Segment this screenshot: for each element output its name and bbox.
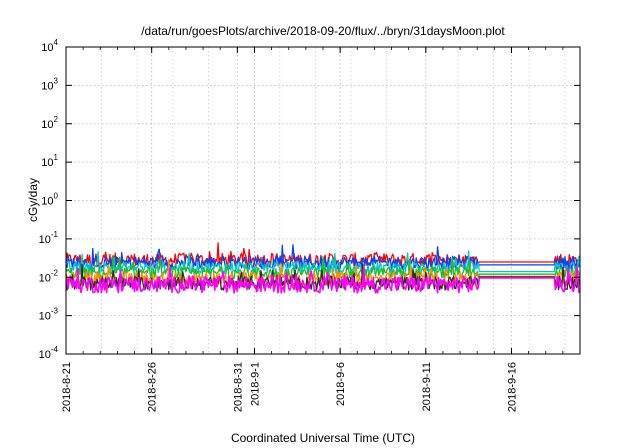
y-tick-label: 101	[41, 153, 58, 169]
y-tick-exponent: -2	[51, 268, 59, 277]
y-axis-label: cGy/day	[26, 178, 40, 222]
x-tick-label: 2018-9-6	[335, 362, 347, 406]
y-tick-base: 10	[41, 157, 53, 169]
y-tick-exponent: 2	[54, 115, 59, 124]
series-lines	[65, 242, 581, 294]
y-tick-exponent: -3	[51, 307, 59, 316]
y-tick-base: 10	[39, 234, 51, 246]
y-tick-exponent: 0	[54, 192, 59, 201]
series-line-7	[65, 265, 580, 294]
y-tick-label: 102	[41, 115, 58, 131]
y-tick-base: 10	[39, 311, 51, 323]
x-tick-label: 2018-8-31	[232, 362, 244, 412]
x-tick-label: 2018-9-16	[506, 362, 518, 412]
y-tick-exponent: -1	[51, 230, 59, 239]
y-tick-label: 10-3	[39, 307, 59, 323]
y-tick-base: 10	[41, 119, 53, 131]
chart-title: /data/run/goesPlots/archive/2018-09-20/f…	[141, 24, 505, 38]
tick-marks	[65, 46, 581, 355]
y-tick-label: 104	[41, 38, 58, 54]
y-tick-base: 10	[41, 42, 53, 54]
x-tick-label: 2018-8-26	[147, 362, 159, 412]
y-tick-label: 10-2	[39, 268, 59, 284]
y-tick-exponent: -4	[51, 345, 59, 354]
y-tick-exponent: 4	[54, 38, 59, 47]
y-tick-base: 10	[41, 80, 53, 92]
y-tick-exponent: 3	[54, 76, 59, 85]
x-tick-label: 2018-9-11	[421, 362, 433, 411]
y-tick-label: 100	[41, 192, 58, 208]
series-line-4	[65, 254, 581, 280]
x-tick-labels: 2018-8-21 2018-8-26 2018-8-31 2018-9-1 2018-…	[61, 362, 518, 412]
x-tick-label: 2018-8-21	[61, 362, 73, 412]
y-tick-exponent: 1	[54, 153, 59, 162]
y-tick-label: 10-1	[39, 230, 59, 246]
y-tick-base: 10	[39, 272, 51, 284]
y-tick-base: 10	[39, 349, 51, 361]
y-tick-base: 10	[41, 196, 53, 208]
x-tick-label: 2018-9-1	[249, 362, 261, 406]
y-tick-label: 10-4	[39, 345, 59, 361]
x-axis-label: Coordinated Universal Time (UTC)	[231, 431, 415, 445]
grid-lines	[66, 47, 580, 354]
y-tick-label: 103	[41, 76, 58, 92]
